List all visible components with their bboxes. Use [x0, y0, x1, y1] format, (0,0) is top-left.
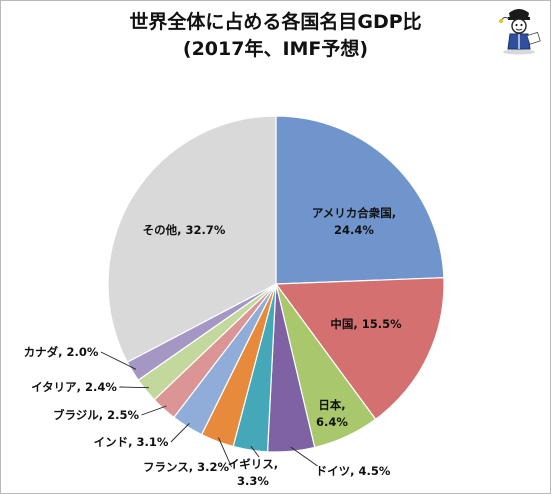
- slice-1-label-value: 24.4%: [334, 223, 374, 237]
- slice-4-leader-line: [290, 446, 318, 467]
- slice-4-label: ドイツ, 4.5%: [316, 464, 391, 478]
- leader-lines: [100, 351, 318, 468]
- slice-3-label-value: 6.4%: [316, 415, 348, 429]
- slice-1-label: アメリカ合衆国, 24.4%: [312, 206, 396, 237]
- slice-6-leader-line: [218, 437, 232, 468]
- slice-5-leader-line: [250, 445, 260, 458]
- mascot-icon: [499, 9, 541, 55]
- data-labels: アメリカ合衆国, 24.4% 中国, 15.5% 日本, 6.4% ドイツ, 4.5% イギ…: [24, 206, 402, 488]
- slice-7-leader-line: [170, 422, 190, 443]
- chart-title-line2: (2017年、IMF予想): [182, 38, 369, 60]
- slice-7-label: インド, 3.1%: [94, 435, 169, 449]
- slice-10-leader-line: [100, 351, 137, 370]
- slice-8-leader-line: [141, 405, 167, 416]
- slice-5-label-name: イギリス,: [228, 457, 278, 471]
- pie-slices: [107, 115, 445, 453]
- slice-2-wedge: [274, 277, 445, 421]
- slice-5-label: イギリス, 3.3%: [228, 457, 278, 488]
- slice-1-label-name: アメリカ合衆国,: [312, 206, 396, 220]
- slice-2-label: 中国, 15.5%: [330, 317, 402, 331]
- slice-6-label: フランス, 3.2%: [143, 460, 230, 474]
- slice-5-label-value: 3.3%: [237, 474, 269, 488]
- chart-title-line1: 世界全体に占める各国名目GDP比: [129, 11, 422, 33]
- slice-3-label-name: 日本,: [318, 398, 345, 412]
- slice-10-label: カナダ, 2.0%: [24, 345, 99, 359]
- chart-title: 世界全体に占める各国名目GDP比 (2017年、IMF予想): [1, 9, 550, 63]
- slice-1-wedge: [275, 115, 445, 285]
- slice-9-label: イタリア, 2.4%: [31, 380, 117, 394]
- slice-11-label: その他, 32.7%: [143, 223, 226, 237]
- slice-11-wedge: [107, 115, 277, 363]
- slice-8-label: ブラジル, 2.5%: [53, 408, 140, 422]
- slice-9-leader-line: [119, 386, 150, 389]
- slice-3-label: 日本, 6.4%: [316, 398, 348, 429]
